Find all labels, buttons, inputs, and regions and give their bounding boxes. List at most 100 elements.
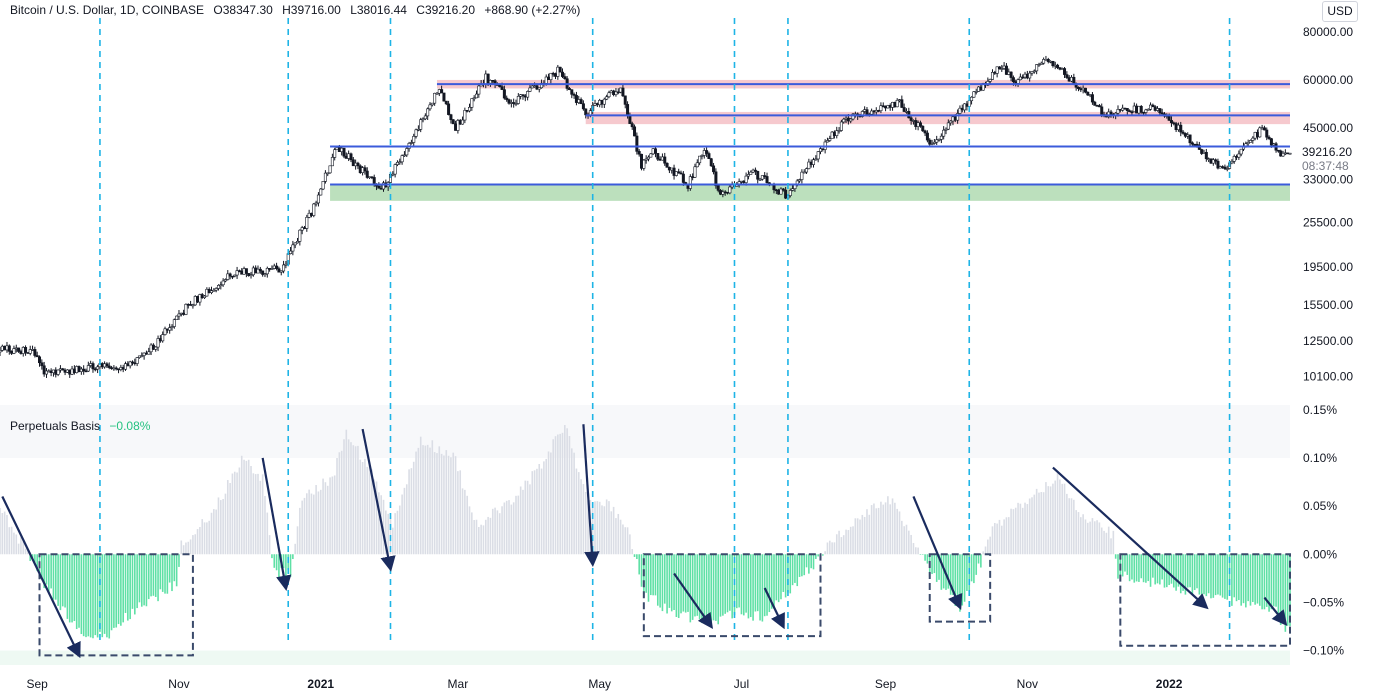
basis-bar (152, 554, 155, 596)
basis-bar (912, 543, 915, 555)
candle-body (944, 128, 948, 131)
basis-bar (498, 513, 501, 555)
basis-bar (659, 554, 661, 608)
candle-body (1018, 76, 1022, 81)
basis-bar (640, 554, 643, 587)
basis-bar (359, 459, 362, 555)
candle-body (61, 368, 65, 371)
basis-bar (828, 540, 831, 555)
basis-bar (1061, 483, 1064, 555)
candle-body (440, 89, 444, 94)
basis-bar (89, 554, 92, 638)
basis-bar (108, 554, 111, 639)
basis-bar (129, 554, 131, 620)
candle-body (277, 268, 281, 273)
candle-body (258, 268, 262, 272)
basis-bar (361, 462, 364, 555)
candle-body (212, 289, 216, 292)
basis-bar (1096, 520, 1098, 555)
basis-bar (494, 507, 496, 555)
basis-bar (747, 554, 750, 619)
indicator-legend[interactable]: Perpetuals Basis −0.08% (10, 419, 150, 433)
basis-bar (838, 530, 840, 555)
basis-bar (768, 554, 771, 613)
basis-bar (375, 481, 378, 555)
basis-bar (398, 505, 401, 555)
candle-body (1011, 77, 1015, 83)
basis-bar (1038, 492, 1040, 555)
basis-bar (833, 542, 836, 555)
candle-body (688, 176, 692, 189)
basis-bar (512, 502, 515, 555)
basis-bar (71, 554, 73, 623)
candle-body (249, 274, 253, 277)
basis-bar (501, 506, 503, 555)
basis-bar (656, 554, 659, 606)
basis-bar (484, 519, 487, 555)
price-tick-label: 33000.00 (1303, 172, 1353, 186)
basis-bar (1047, 486, 1050, 555)
candle-body (289, 250, 293, 254)
candle-body (714, 171, 718, 187)
basis-bar (731, 554, 733, 619)
basis-bar (350, 442, 352, 555)
candle-body (7, 345, 11, 352)
currency-button[interactable]: USD (1322, 1, 1358, 22)
basis-bar (87, 554, 90, 637)
basis-bar (127, 554, 129, 621)
basis-bar (908, 530, 910, 555)
basis-bar (1207, 554, 1210, 594)
candle-body (435, 92, 439, 95)
candle-body (419, 119, 423, 130)
basis-bar (326, 485, 329, 555)
basis-bar (742, 554, 745, 616)
basis-tick-label: −0.05% (1303, 595, 1344, 609)
basis-bar (440, 453, 443, 555)
basis-bar (1005, 517, 1008, 555)
basis-bar (533, 470, 536, 555)
candle-body (1214, 159, 1218, 162)
candle-body (1100, 106, 1104, 115)
basis-bar (394, 513, 396, 555)
basis-bar (1210, 554, 1212, 599)
basis-bar (801, 554, 803, 577)
basis-bar (877, 507, 880, 555)
symbol-title[interactable]: Bitcoin / U.S. Dollar, 1D, COINBASE (10, 3, 205, 17)
candle-body (995, 66, 999, 74)
basis-bar (601, 505, 603, 555)
candle-body (1083, 87, 1087, 93)
basis-bar (1082, 514, 1084, 555)
basis-bar (547, 451, 550, 555)
candle-body (405, 148, 409, 156)
basis-bar (1145, 554, 1147, 583)
candle-body (567, 88, 571, 90)
candle-body (1144, 109, 1148, 113)
candle-body (426, 108, 430, 117)
basis-bar (264, 496, 266, 555)
candle-body (230, 275, 234, 278)
candle-body (1016, 79, 1020, 84)
basis-bar (294, 543, 296, 555)
basis-bar (561, 432, 564, 555)
basis-bar (524, 480, 527, 555)
candle-body (549, 72, 553, 80)
candle-body (330, 157, 334, 167)
basis-bar (171, 554, 173, 592)
basis-bar (543, 461, 545, 555)
candle-body (1046, 58, 1050, 62)
basis-bar (663, 554, 666, 604)
basis-bar (308, 489, 310, 555)
basis-bar (894, 502, 896, 555)
basis-bar (282, 554, 285, 569)
candle-body (707, 153, 711, 159)
basis-bar (1021, 507, 1024, 555)
candle-body (219, 284, 223, 287)
basis-bar (1282, 554, 1284, 618)
candle-body (1051, 60, 1055, 67)
basis-bar (124, 554, 127, 613)
time-tick-label: Mar (448, 677, 469, 691)
basis-bar (1284, 554, 1287, 632)
basis-bar (1017, 502, 1019, 555)
basis-bar (1063, 483, 1066, 555)
